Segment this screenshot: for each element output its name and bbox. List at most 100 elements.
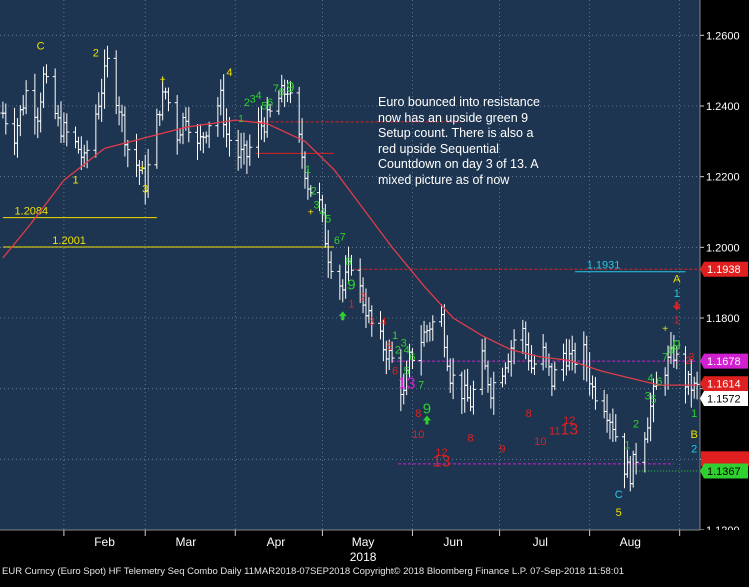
count-mark: 13 bbox=[560, 422, 578, 439]
count-mark: 7 bbox=[340, 231, 346, 243]
count-mark: 4 bbox=[404, 344, 410, 356]
count-mark: 3 bbox=[645, 390, 651, 402]
count-mark: 10 bbox=[412, 429, 424, 441]
price-tag-label: 1.1572 bbox=[707, 394, 741, 406]
count-mark: + bbox=[160, 75, 166, 86]
moving-average-line bbox=[2, 119, 698, 386]
x-tick-label: Apr bbox=[267, 535, 286, 549]
price-tag-label: 1.1614 bbox=[707, 379, 741, 391]
price-tag bbox=[700, 353, 748, 369]
price-tag bbox=[700, 391, 748, 407]
count-mark: 4 bbox=[226, 67, 232, 79]
count-mark: 5 bbox=[261, 101, 267, 113]
count-mark: 6 bbox=[334, 235, 340, 247]
count-mark: 9 bbox=[673, 337, 681, 354]
count-mark: 2 bbox=[633, 419, 639, 431]
count-mark: + bbox=[139, 163, 145, 174]
count-mark: 3 bbox=[250, 93, 256, 105]
count-mark: 8 bbox=[668, 344, 674, 356]
count-mark: 9 bbox=[286, 79, 294, 96]
count-mark: 8 bbox=[345, 256, 351, 268]
y-tick-label: 1.2000 bbox=[706, 242, 740, 254]
count-mark: 4 bbox=[648, 373, 654, 385]
price-tags: 1.1938 1.1678 1.1614 1.1572 1.1367 bbox=[700, 261, 749, 479]
count-mark: 1 bbox=[238, 114, 244, 125]
count-mark: 6 bbox=[392, 366, 398, 378]
count-mark: 8 bbox=[279, 86, 285, 98]
count-mark: 6 bbox=[267, 97, 273, 109]
level-label: 1.1931 bbox=[587, 260, 621, 272]
count-mark: 11 bbox=[549, 426, 560, 438]
count-mark: 12 bbox=[435, 447, 447, 459]
price-tag bbox=[700, 261, 748, 277]
chart-annotation: Euro bounced into resistance now has an … bbox=[378, 95, 568, 189]
annotation-line: red upside Sequential bbox=[378, 141, 499, 156]
signal-arrow bbox=[672, 301, 681, 311]
x-tick-label: Jun bbox=[443, 535, 462, 549]
count-mark: 13 bbox=[433, 453, 451, 470]
count-mark: 1 bbox=[305, 164, 311, 176]
y-tick-label: 1.2600 bbox=[706, 30, 740, 42]
x-tick-label: Jul bbox=[533, 535, 548, 549]
price-tag-label: 1.1938 bbox=[707, 264, 741, 276]
x-tick-label: Aug bbox=[620, 535, 641, 549]
x-tick-label: Mar bbox=[176, 535, 197, 549]
count-mark: 8 bbox=[467, 433, 473, 445]
annotation-line: Countdown on day 3 of 13. A bbox=[378, 157, 539, 172]
count-mark: 3 bbox=[401, 337, 407, 349]
count-mark: 5 bbox=[616, 507, 622, 519]
count-mark: 2 bbox=[360, 291, 366, 303]
count-mark: 9 bbox=[347, 277, 355, 294]
count-mark: 3 bbox=[314, 199, 320, 211]
count-mark: 1 bbox=[674, 314, 680, 326]
footer-caption: EUR Curncy (Euro Spot) HF Telemetry Seq … bbox=[2, 566, 625, 577]
count-mark: 1 bbox=[674, 288, 680, 300]
count-mark: 2 bbox=[93, 48, 99, 60]
level-lines: 1.2084 1.2001 1.1931 bbox=[2, 121, 698, 472]
count-mark: + bbox=[308, 208, 314, 219]
count-mark: B bbox=[691, 429, 698, 441]
count-mark: 4 bbox=[319, 207, 325, 219]
moving-average-series bbox=[2, 119, 698, 386]
count-mark: 3 bbox=[142, 184, 148, 196]
x-axis-background bbox=[0, 530, 749, 566]
count-mark: 13 bbox=[398, 376, 416, 393]
x-tick-label: May bbox=[352, 535, 375, 549]
annotation-line: mixed picture as of now bbox=[378, 172, 510, 187]
count-mark: 9 bbox=[499, 443, 505, 455]
count-mark: 1 bbox=[624, 440, 630, 452]
x-tick-label: Feb bbox=[94, 535, 115, 549]
count-mark: 5 bbox=[650, 394, 656, 406]
count-mark: 5 bbox=[325, 214, 331, 226]
count-mark: 2 bbox=[311, 185, 317, 197]
count-mark: 1 bbox=[348, 298, 354, 310]
x-axis-year-label: 2018 bbox=[350, 550, 377, 564]
price-tag-hidden bbox=[701, 451, 749, 467]
count-mark: 4 bbox=[380, 316, 386, 328]
count-mark: 8 bbox=[526, 408, 532, 420]
y-tick-label: 1.2200 bbox=[706, 172, 740, 184]
price-tag-label: 1.1367 bbox=[707, 466, 741, 478]
count-mark: 6 bbox=[409, 351, 415, 363]
count-mark: C bbox=[615, 489, 623, 501]
price-tag bbox=[700, 463, 748, 479]
count-mark: 2 bbox=[244, 97, 250, 109]
count-mark: 10 bbox=[534, 436, 546, 448]
x-axis: Feb Mar Apr May Jun Jul Aug 2018 bbox=[0, 529, 749, 566]
count-mark: + bbox=[662, 324, 668, 335]
count-mark: 3 bbox=[688, 351, 694, 363]
count-mark: 2 bbox=[691, 443, 697, 455]
count-mark: 8 bbox=[415, 408, 421, 420]
signal-arrow bbox=[338, 311, 347, 321]
count-mark: C bbox=[37, 40, 45, 52]
signal-arrows bbox=[338, 301, 681, 425]
count-mark: 7 bbox=[418, 380, 424, 392]
count-mark: 1 bbox=[72, 175, 78, 187]
count-mark: 6 bbox=[656, 376, 662, 388]
count-mark: 3 bbox=[369, 316, 375, 328]
price-bars bbox=[0, 45, 700, 492]
price-tag-label: 1.1678 bbox=[707, 356, 741, 368]
